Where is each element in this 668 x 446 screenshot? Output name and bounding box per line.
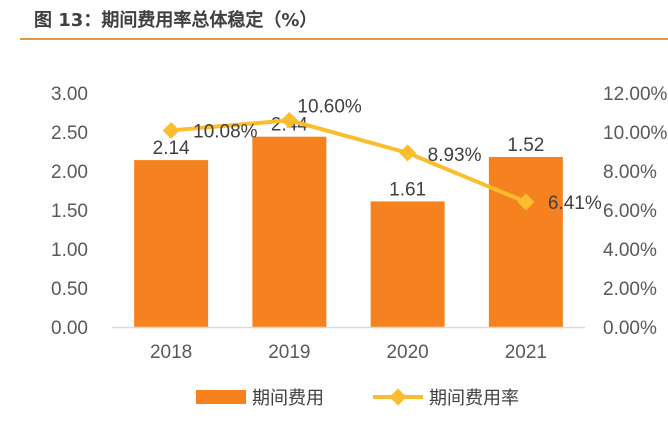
x-tick-label: 2018 — [150, 342, 192, 363]
bar — [134, 160, 209, 327]
left-tick-label: 0.50 — [51, 279, 88, 300]
left-tick-label: 1.00 — [51, 240, 88, 261]
line-label: 10.60% — [297, 96, 362, 117]
bar — [488, 156, 563, 327]
right-tick-label: 2.00% — [603, 279, 657, 300]
left-tick-label: 3.00 — [51, 84, 88, 105]
bar-label: 1.52 — [507, 135, 544, 156]
line-marker — [162, 121, 180, 139]
left-tick-label: 2.00 — [51, 162, 88, 183]
bar-label: 1.61 — [389, 179, 426, 200]
legend-label: 期间费用 — [252, 388, 324, 408]
right-tick-label: 8.00% — [603, 162, 657, 183]
bar — [252, 136, 327, 327]
x-tick-label: 2020 — [386, 342, 428, 363]
chart-title: 图 13：期间费用率总体稳定（%） — [34, 10, 318, 31]
legend-label: 期间费用率 — [429, 388, 519, 408]
right-tick-label: 10.00% — [603, 123, 668, 144]
line-marker — [280, 111, 298, 129]
right-tick-label: 0.00% — [603, 318, 657, 339]
line-label: 6.41% — [548, 193, 602, 214]
right-tick-label: 4.00% — [603, 240, 657, 261]
legend-line-marker — [389, 388, 407, 406]
x-tick-label: 2021 — [505, 342, 547, 363]
line-label: 8.93% — [428, 145, 482, 166]
right-tick-label: 12.00% — [603, 84, 668, 105]
right-tick-label: 6.00% — [603, 201, 657, 222]
left-tick-label: 2.50 — [51, 123, 88, 144]
line-marker — [399, 144, 417, 162]
line-label: 10.08% — [193, 121, 258, 142]
bar-label: 2.14 — [153, 138, 190, 159]
line-marker — [517, 193, 535, 211]
x-tick-label: 2019 — [268, 342, 310, 363]
legend-bar-swatch — [196, 390, 246, 404]
left-tick-label: 1.50 — [51, 201, 88, 222]
left-tick-label: 0.00 — [51, 318, 88, 339]
bar — [370, 201, 445, 327]
line-series — [170, 118, 527, 204]
title-divider — [20, 38, 668, 40]
